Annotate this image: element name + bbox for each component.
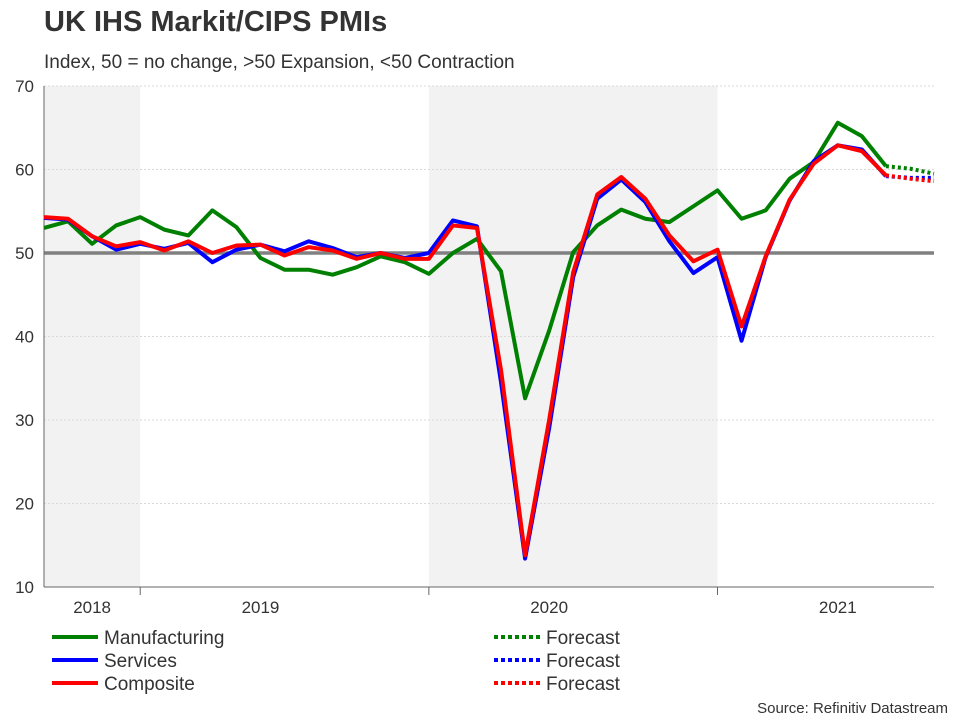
legend-label-3: Forecast xyxy=(546,628,621,649)
y-tick-label: 10 xyxy=(15,578,34,597)
x-tick-label-2018: 2018 xyxy=(73,598,111,617)
gridlines xyxy=(44,85,934,504)
chart-source: Source: Refinitiv Datastream xyxy=(757,700,948,717)
legend-label-1: Services xyxy=(104,651,177,672)
legend-label-4: Forecast xyxy=(546,651,621,672)
x-tick-label-2019: 2019 xyxy=(242,598,280,617)
y-tick-label: 30 xyxy=(15,411,34,430)
y-tick-label: 40 xyxy=(15,328,34,347)
legend: ManufacturingServicesCompositeForecastFo… xyxy=(52,628,621,695)
chart-subtitle: Index, 50 = no change, >50 Expansion, <5… xyxy=(44,52,515,73)
axes: 10 20 30 40 50 60 70 2018 2019 2020 2021 xyxy=(15,77,934,617)
y-tick-label: 20 xyxy=(15,495,34,514)
legend-label-2: Composite xyxy=(104,674,195,695)
y-tick-label: 50 xyxy=(15,244,34,263)
y-tick-label: 60 xyxy=(15,161,34,180)
x-tick-label-2020: 2020 xyxy=(530,598,568,617)
series-lines xyxy=(43,120,935,561)
forecast-line-manufacturing xyxy=(885,164,935,176)
y-tick-label: 70 xyxy=(15,77,34,96)
chart-title: UK IHS Markit/CIPS PMIs xyxy=(44,6,388,38)
legend-label-5: Forecast xyxy=(546,674,621,695)
series-line-manufacturing xyxy=(43,120,888,401)
forecast-line-composite xyxy=(885,173,935,184)
series-line-composite xyxy=(43,143,888,558)
x-tick-label-2021: 2021 xyxy=(819,598,857,617)
legend-label-0: Manufacturing xyxy=(104,628,224,649)
